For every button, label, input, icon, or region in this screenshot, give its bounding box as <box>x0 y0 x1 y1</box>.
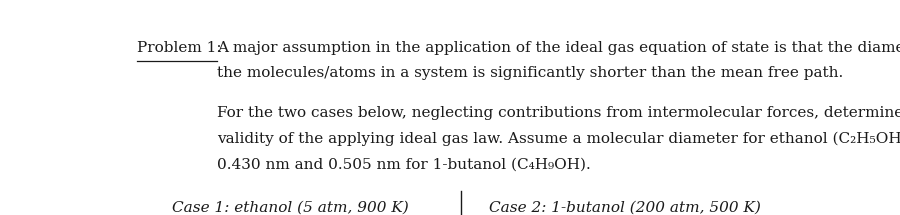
Text: For the two cases below, neglecting contributions from intermolecular forces, de: For the two cases below, neglecting cont… <box>217 106 900 120</box>
Text: Case 1: ethanol (5 atm, 900 K): Case 1: ethanol (5 atm, 900 K) <box>172 201 409 215</box>
Text: A major assumption in the application of the ideal gas equation of state is that: A major assumption in the application of… <box>217 41 900 55</box>
Text: validity of the applying ideal gas law. Assume a molecular diameter for ethanol : validity of the applying ideal gas law. … <box>217 132 900 146</box>
Text: Case 2: 1-butanol (200 atm, 500 K): Case 2: 1-butanol (200 atm, 500 K) <box>490 201 761 215</box>
Text: the molecules/atoms in a system is significantly shorter than the mean free path: the molecules/atoms in a system is signi… <box>217 66 843 80</box>
Text: Problem 1:: Problem 1: <box>137 41 221 55</box>
Text: 0.430 nm and 0.505 nm for 1-butanol (C₄H₉OH).: 0.430 nm and 0.505 nm for 1-butanol (C₄H… <box>217 157 591 171</box>
